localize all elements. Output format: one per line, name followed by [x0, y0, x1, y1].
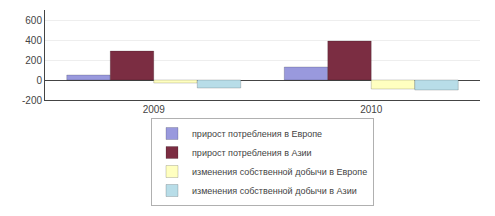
svg-text:600: 600: [25, 15, 42, 26]
svg-text:изменения собственной добычи в: изменения собственной добычи в Европе: [192, 167, 367, 177]
svg-text:2010: 2010: [360, 104, 383, 115]
svg-text:2009: 2009: [143, 104, 166, 115]
svg-text:0: 0: [36, 75, 42, 86]
svg-text:-200: -200: [22, 95, 42, 106]
svg-text:прирост потребления в Европе: прирост потребления в Европе: [192, 129, 322, 139]
svg-text:изменения собственной добычи в: изменения собственной добычи в Азии: [192, 186, 357, 196]
svg-text:200: 200: [25, 55, 42, 66]
svg-text:400: 400: [25, 35, 42, 46]
svg-text:прирост потребления в Азии: прирост потребления в Азии: [192, 148, 312, 158]
